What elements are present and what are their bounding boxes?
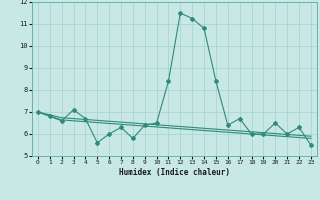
X-axis label: Humidex (Indice chaleur): Humidex (Indice chaleur): [119, 168, 230, 177]
